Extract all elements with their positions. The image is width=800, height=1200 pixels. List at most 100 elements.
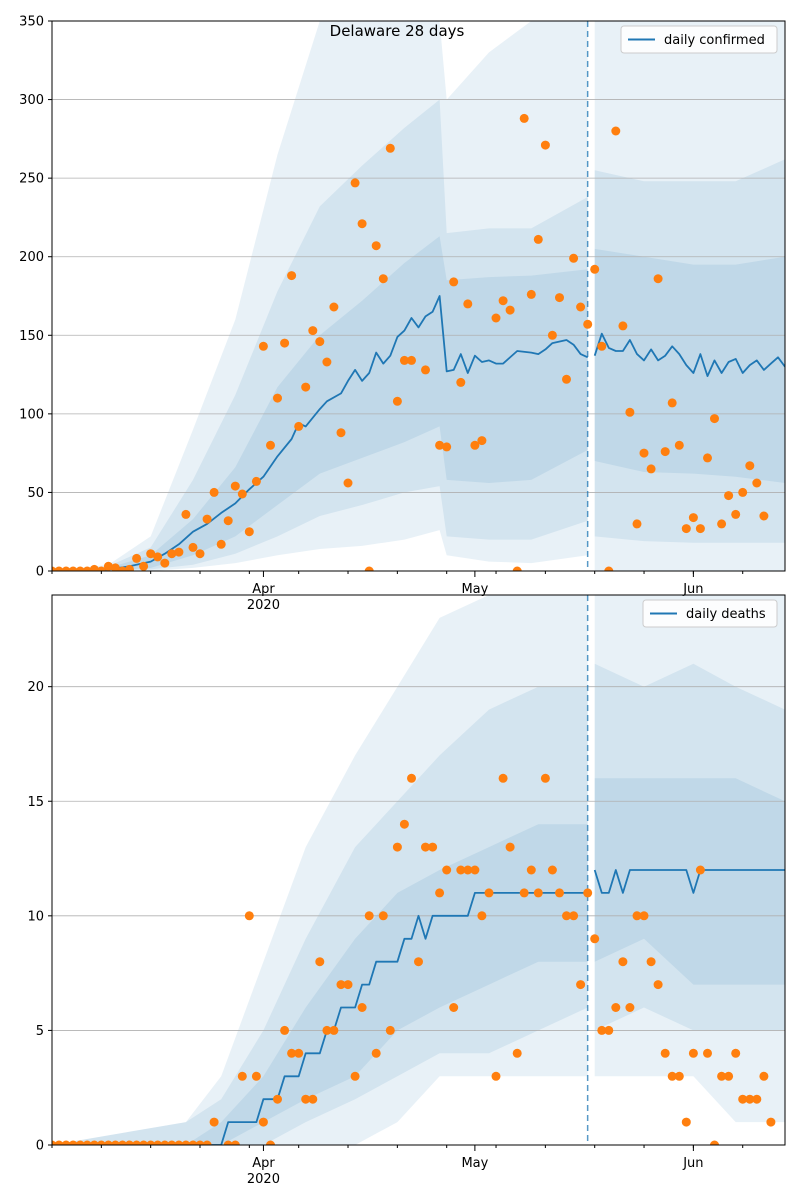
observed-point bbox=[230, 1140, 240, 1145]
observed-point bbox=[449, 277, 459, 287]
observed-point bbox=[533, 888, 543, 898]
observed-point bbox=[674, 1071, 684, 1081]
observed-point bbox=[139, 561, 149, 571]
observed-point bbox=[357, 219, 367, 229]
observed-point bbox=[216, 539, 226, 549]
observed-point bbox=[322, 1025, 332, 1035]
observed-point bbox=[174, 547, 184, 557]
observed-point bbox=[498, 773, 508, 783]
observed-point bbox=[223, 516, 233, 526]
observed-point bbox=[519, 113, 529, 123]
observed-point bbox=[392, 842, 402, 852]
observed-point bbox=[258, 341, 268, 351]
observed-point bbox=[96, 1140, 106, 1145]
forecast-line bbox=[593, 869, 785, 894]
forecast-line bbox=[593, 332, 785, 377]
confidence-band-3-fit bbox=[52, 824, 588, 1145]
observed-point bbox=[667, 398, 677, 408]
observed-point bbox=[752, 1094, 762, 1104]
observed-point bbox=[547, 330, 557, 340]
observed-point bbox=[688, 513, 698, 523]
observed-point bbox=[118, 566, 127, 571]
observed-point bbox=[660, 447, 670, 457]
observed-point bbox=[273, 1094, 282, 1104]
observed-point bbox=[336, 980, 346, 990]
legend-label: daily deaths bbox=[686, 607, 766, 622]
observed-point bbox=[202, 514, 212, 524]
observed-point bbox=[308, 1094, 318, 1104]
observed-point bbox=[181, 509, 191, 519]
observed-point bbox=[710, 414, 719, 424]
observed-point bbox=[75, 1140, 85, 1145]
observed-point bbox=[407, 773, 416, 783]
observed-point bbox=[625, 1003, 635, 1012]
observed-point bbox=[322, 357, 332, 367]
observed-point bbox=[118, 1140, 127, 1145]
observed-point bbox=[237, 1071, 247, 1081]
x-tick-sublabel: 2020 bbox=[247, 598, 280, 613]
observed-point bbox=[343, 478, 353, 488]
observed-point bbox=[301, 382, 311, 392]
observed-point bbox=[350, 178, 360, 188]
legend-box bbox=[620, 25, 778, 54]
y-tick-label: 20 bbox=[27, 680, 44, 695]
x-tick-label: May bbox=[461, 1156, 488, 1171]
confirmed-legend: daily confirmed bbox=[620, 25, 778, 54]
x-tick-label: Jun bbox=[682, 1156, 703, 1171]
observed-point bbox=[555, 293, 564, 303]
observed-point bbox=[308, 326, 318, 336]
observed-point bbox=[294, 421, 304, 431]
observed-point bbox=[766, 1117, 776, 1127]
observed-point bbox=[463, 299, 473, 309]
confidence-band-2-forecast bbox=[594, 159, 785, 543]
observed-point bbox=[745, 461, 755, 471]
observed-point bbox=[160, 558, 170, 568]
observed-point bbox=[153, 552, 163, 562]
observed-point bbox=[68, 566, 78, 571]
observed-point bbox=[611, 126, 621, 136]
observed-point bbox=[139, 1140, 149, 1145]
observed-point bbox=[724, 1071, 734, 1081]
observed-point bbox=[562, 911, 571, 921]
observed-point bbox=[407, 355, 416, 365]
observed-point bbox=[103, 561, 113, 571]
observed-point bbox=[710, 1140, 719, 1145]
observed-point bbox=[167, 1140, 177, 1145]
observed-point bbox=[280, 1025, 290, 1035]
observed-point bbox=[54, 566, 64, 571]
observed-point bbox=[477, 436, 487, 446]
y-tick-label: 200 bbox=[19, 250, 44, 265]
observed-point bbox=[540, 140, 550, 150]
observed-point bbox=[653, 980, 663, 990]
observed-point bbox=[125, 1140, 134, 1145]
observed-point bbox=[392, 396, 402, 406]
observed-point bbox=[336, 428, 346, 438]
observed-point bbox=[89, 1140, 99, 1145]
observed-point bbox=[604, 1025, 614, 1035]
confidence-band-3-fit bbox=[52, 236, 588, 571]
observed-point bbox=[583, 888, 593, 898]
observed-point bbox=[576, 980, 586, 990]
observed-point bbox=[287, 271, 297, 281]
observed-point bbox=[470, 865, 480, 875]
observed-point bbox=[695, 865, 705, 875]
confidence-band-1-forecast bbox=[594, 595, 785, 1123]
deaths-legend: daily deaths bbox=[642, 599, 778, 628]
observed-point bbox=[61, 566, 71, 571]
observed-point bbox=[251, 1071, 261, 1081]
observed-point bbox=[195, 1140, 205, 1145]
observed-point bbox=[674, 440, 684, 450]
observed-point bbox=[195, 549, 205, 559]
observed-point bbox=[653, 274, 663, 284]
observed-point bbox=[576, 302, 586, 312]
observed-point bbox=[315, 337, 325, 347]
observed-point bbox=[68, 1140, 78, 1145]
observed-point bbox=[533, 234, 543, 244]
y-tick-label: 5 bbox=[36, 1024, 44, 1039]
y-tick-label: 100 bbox=[19, 407, 44, 422]
x-tick-label: Apr bbox=[252, 582, 275, 597]
observed-point bbox=[632, 911, 642, 921]
observed-point bbox=[731, 509, 741, 519]
observed-point bbox=[385, 1025, 395, 1035]
